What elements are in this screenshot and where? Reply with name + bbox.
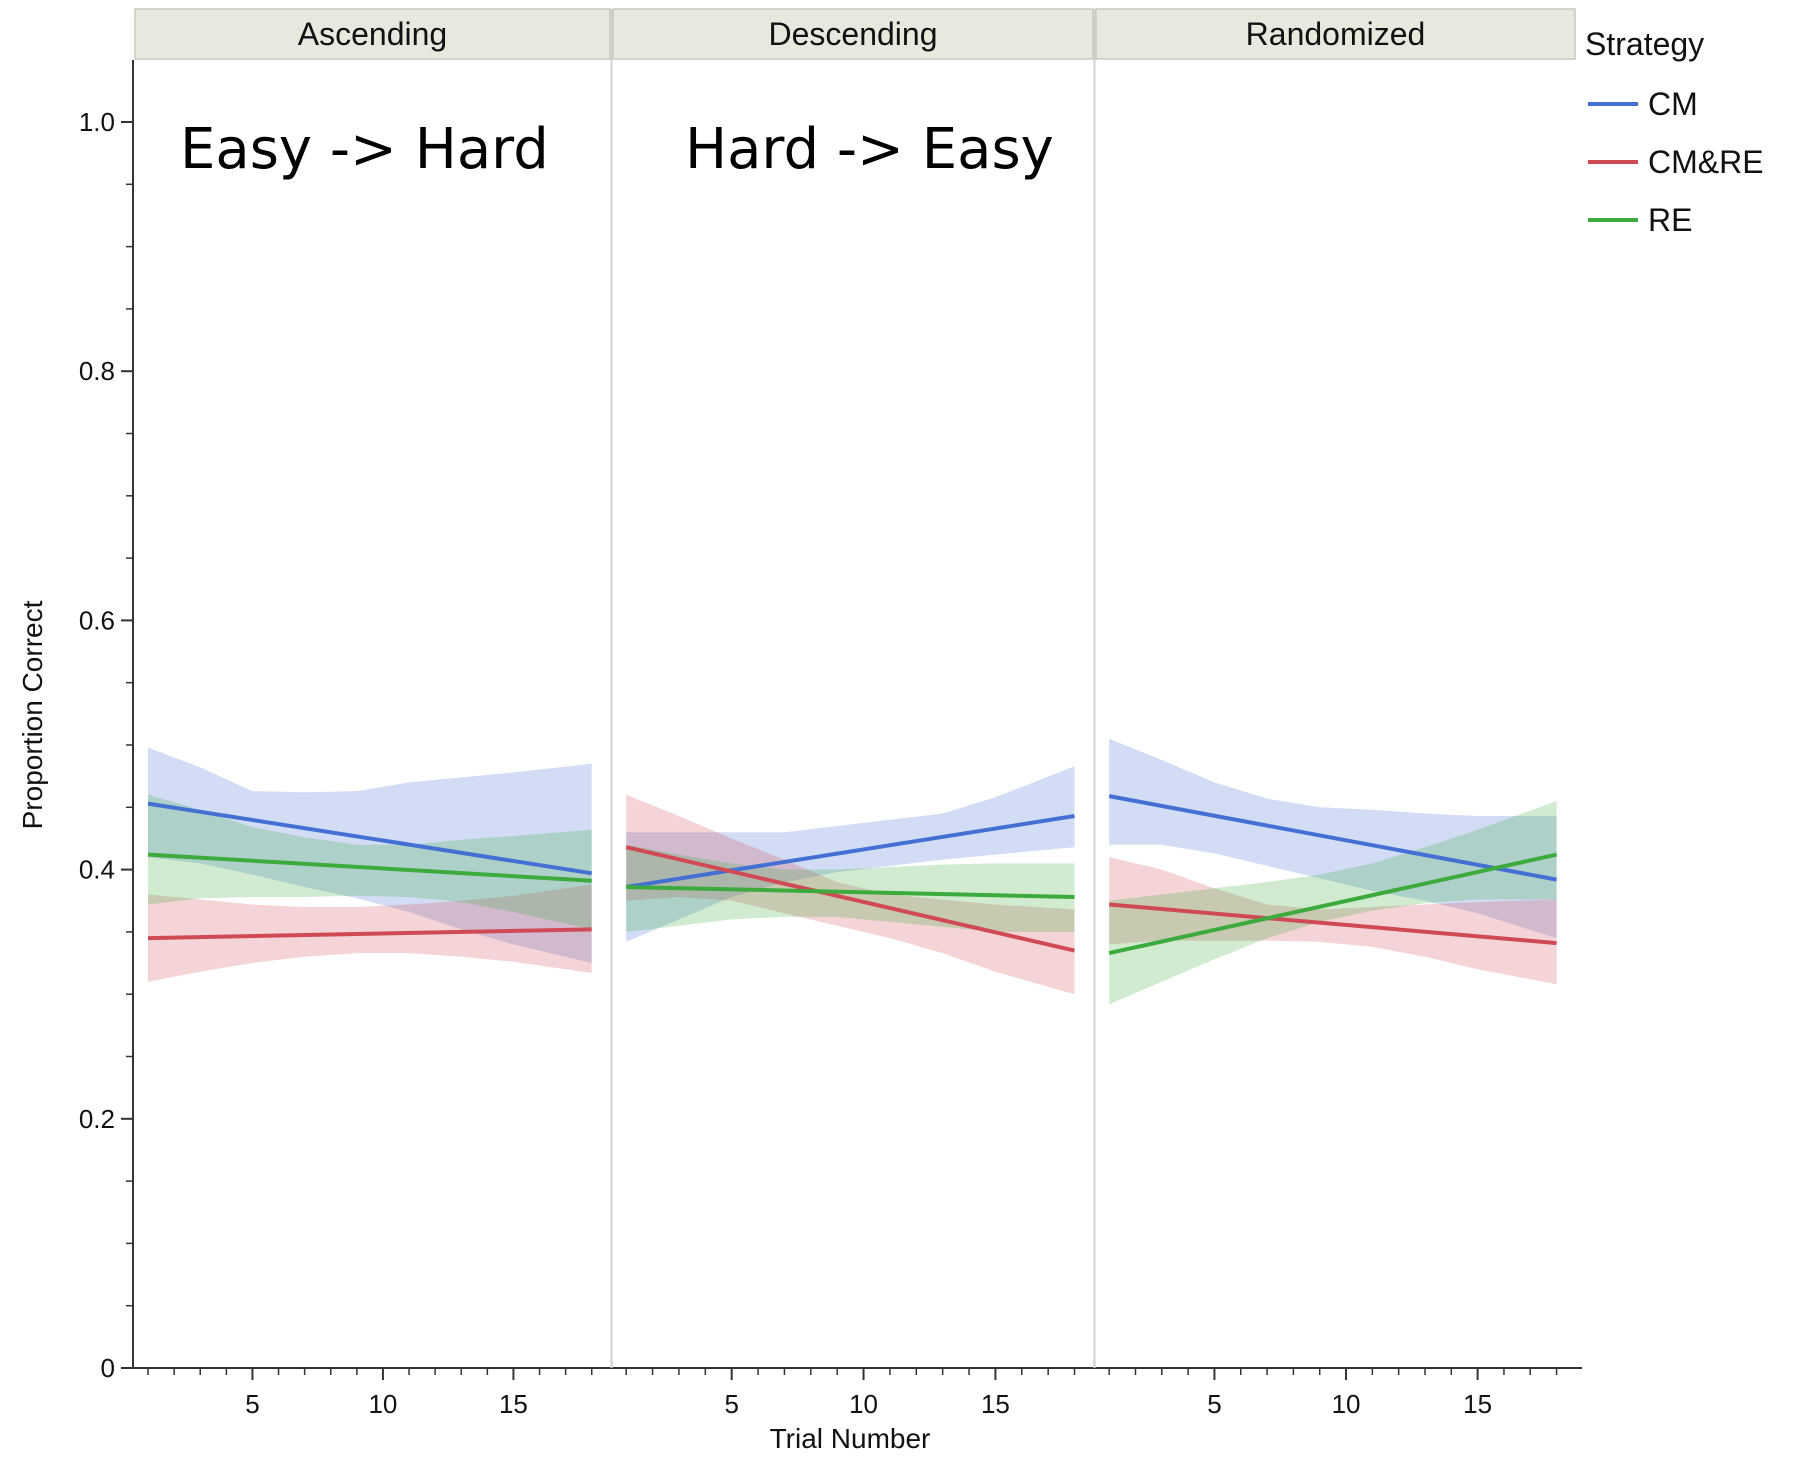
legend: Strategy CM CM&RE RE: [1585, 26, 1764, 238]
panel-randomized: Randomized 5 10 15: [1095, 8, 1576, 1419]
series-line-re: [1108, 852, 1558, 956]
x-tick-label: 15: [981, 1389, 1010, 1419]
confidence-band-cm: [626, 766, 1075, 942]
panel-annotation: Easy -> Hard: [180, 117, 549, 182]
series-line-cm-re: [1109, 902, 1557, 946]
x-tick-label: 10: [849, 1389, 878, 1419]
y-tick-label: 0: [101, 1353, 115, 1383]
confidence-band-cm: [148, 747, 592, 963]
facet-strip: [134, 8, 611, 60]
legend-item-re: RE: [1588, 202, 1692, 238]
confidence-band-cm-re: [626, 794, 1075, 995]
series-line-cm: [625, 814, 1075, 889]
panel-descending: Descending Hard -> Easy 5 10 15: [612, 8, 1096, 1419]
series-line-cm: [1108, 794, 1557, 882]
y-tick-label: 0.2: [79, 1104, 115, 1134]
x-tick-label: 5: [724, 1389, 738, 1419]
plot-area: 0 0.2 0.4 0.6 0.8 1.0 Ascending Easy -> Hard 5 10…: [79, 8, 1582, 1419]
legend-label-re: RE: [1648, 202, 1692, 238]
x-tick-label: 5: [1207, 1389, 1221, 1419]
panel-ascending: Ascending Easy -> Hard 5 10 15: [134, 8, 613, 1419]
facet-strip-label: Ascending: [298, 16, 447, 52]
panel-annotation: Hard -> Easy: [685, 117, 1054, 182]
series-line-cm-re: [147, 927, 592, 941]
legend-item-cm: CM: [1588, 86, 1698, 122]
legend-label-cm: CM: [1648, 86, 1698, 122]
facet-strip: [1095, 8, 1576, 60]
series-line-re: [626, 885, 1075, 899]
series-line-cm-re: [625, 845, 1075, 953]
series-line-re: [147, 852, 592, 883]
x-tick-label: 5: [245, 1389, 259, 1419]
confidence-band-cm-re: [1109, 857, 1557, 985]
legend-item-cm-re: CM&RE: [1588, 144, 1764, 180]
y-tick-label: 0.4: [79, 855, 115, 885]
y-tick-label: 0.6: [79, 605, 115, 635]
legend-label-cm-re: CM&RE: [1648, 144, 1764, 180]
y-tick-label: 1.0: [79, 107, 115, 137]
facet-strip-label: Randomized: [1246, 16, 1426, 52]
facet-strip-label: Descending: [769, 16, 938, 52]
series-line-cm: [147, 801, 593, 876]
x-tick-label: 15: [1463, 1389, 1492, 1419]
x-tick-label: 15: [499, 1389, 528, 1419]
confidence-band-re: [148, 794, 592, 930]
confidence-band-re: [626, 844, 1075, 932]
y-tick-label: 0.8: [79, 356, 115, 386]
x-tick-label: 10: [1332, 1389, 1361, 1419]
y-axis-title: Proportion Correct: [17, 600, 48, 829]
facet-strip: [612, 8, 1094, 60]
x-tick-label: 10: [368, 1389, 397, 1419]
x-axis-title: Trial Number: [770, 1423, 931, 1454]
legend-title: Strategy: [1585, 26, 1704, 62]
